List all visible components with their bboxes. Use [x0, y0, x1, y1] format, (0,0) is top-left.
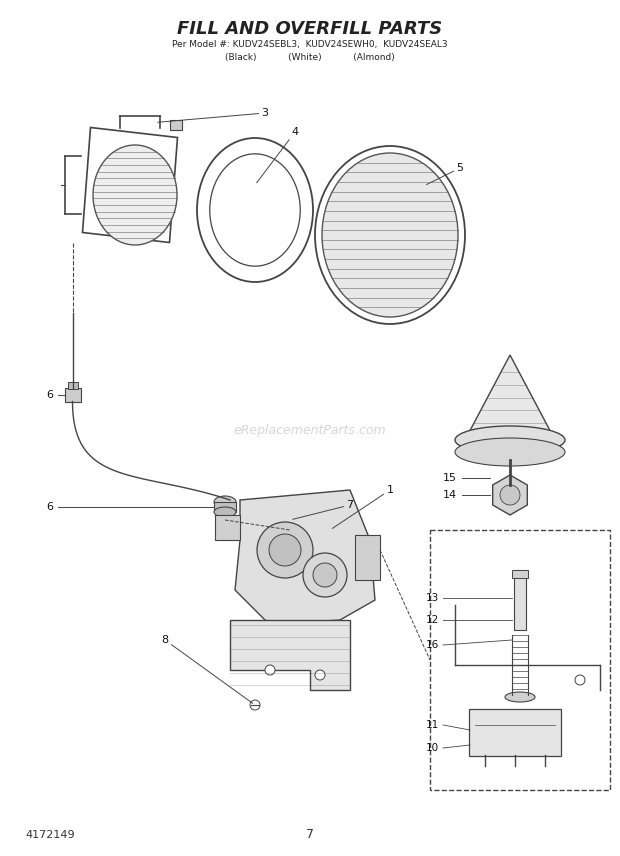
- Circle shape: [313, 563, 337, 587]
- Text: 15: 15: [443, 473, 457, 483]
- Bar: [430, 530, 610, 790]
- Text: 3: 3: [157, 108, 268, 122]
- Bar: [64, 388, 81, 401]
- Bar: [68, 382, 78, 389]
- Ellipse shape: [93, 145, 177, 245]
- Text: 10: 10: [425, 743, 438, 753]
- Polygon shape: [355, 535, 380, 580]
- Text: 11: 11: [425, 720, 438, 730]
- Ellipse shape: [214, 507, 236, 517]
- Text: 13: 13: [425, 593, 438, 603]
- Ellipse shape: [210, 154, 300, 266]
- Text: (Black)           (White)           (Almond): (Black) (White) (Almond): [225, 53, 395, 62]
- Polygon shape: [230, 620, 350, 690]
- Polygon shape: [235, 490, 375, 625]
- Ellipse shape: [197, 138, 313, 282]
- Text: 16: 16: [425, 640, 438, 650]
- Text: 7: 7: [306, 829, 314, 841]
- Text: 7: 7: [293, 500, 353, 520]
- Text: Per Model #: KUDV24SEBL3,  KUDV24SEWH0,  KUDV24SEAL3: Per Model #: KUDV24SEBL3, KUDV24SEWH0, K…: [172, 40, 448, 49]
- Bar: [169, 120, 182, 129]
- Text: eReplacementParts.com: eReplacementParts.com: [234, 424, 386, 437]
- Polygon shape: [465, 355, 555, 440]
- Circle shape: [303, 553, 347, 597]
- Circle shape: [500, 485, 520, 505]
- Polygon shape: [493, 475, 528, 515]
- Ellipse shape: [214, 496, 236, 508]
- Text: 1: 1: [332, 485, 394, 528]
- Text: 6: 6: [46, 502, 53, 512]
- Ellipse shape: [455, 426, 565, 454]
- Bar: [514, 570, 526, 630]
- Circle shape: [265, 665, 275, 675]
- FancyBboxPatch shape: [469, 709, 561, 756]
- Ellipse shape: [322, 153, 458, 317]
- Text: 6: 6: [46, 389, 53, 400]
- Circle shape: [575, 675, 585, 685]
- Polygon shape: [82, 128, 177, 242]
- Text: 4172149: 4172149: [25, 830, 74, 840]
- Text: FILL AND OVERFILL PARTS: FILL AND OVERFILL PARTS: [177, 20, 443, 38]
- Text: 14: 14: [443, 490, 457, 500]
- Text: 5: 5: [427, 163, 464, 185]
- Text: 12: 12: [425, 615, 438, 625]
- Bar: [215, 515, 240, 540]
- Bar: [512, 570, 528, 578]
- Circle shape: [250, 700, 260, 710]
- Bar: [214, 502, 236, 512]
- Circle shape: [269, 534, 301, 566]
- Circle shape: [257, 522, 313, 578]
- Circle shape: [315, 670, 325, 680]
- Ellipse shape: [505, 692, 535, 702]
- Ellipse shape: [455, 438, 565, 466]
- Text: 4: 4: [257, 127, 299, 183]
- Text: 8: 8: [161, 635, 253, 704]
